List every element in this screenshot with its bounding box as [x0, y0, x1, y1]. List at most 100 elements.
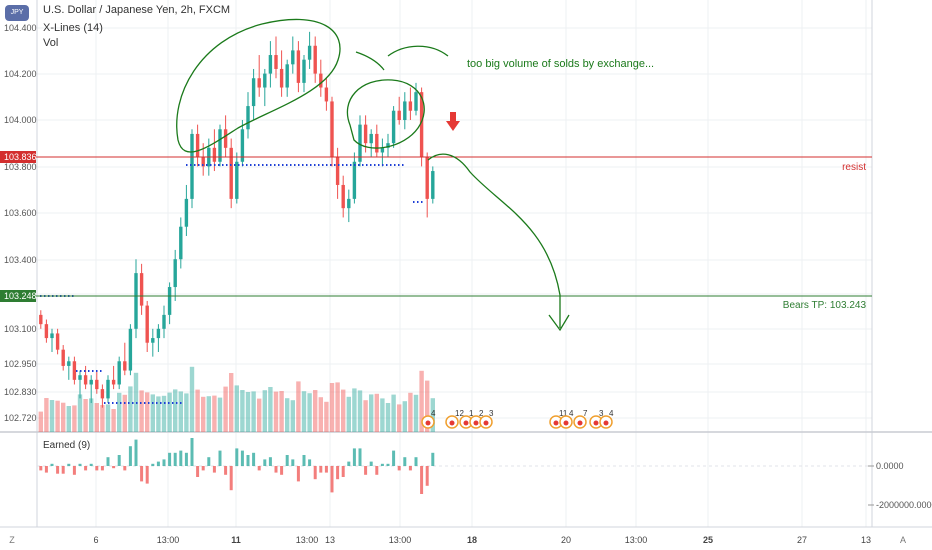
auto-scale-button[interactable]: Z — [9, 535, 15, 545]
indicator-volume[interactable]: Vol — [43, 37, 59, 49]
volume-bar — [268, 387, 273, 432]
volume-bar — [273, 391, 279, 432]
time-tick: 13 — [325, 535, 335, 545]
event-markers[interactable]: 4 12 1 2 3 11 4 7 3 4 — [421, 409, 614, 429]
event-marker-label: 3 — [489, 409, 494, 418]
volume-bar — [240, 390, 245, 432]
oscillator-bar — [252, 452, 256, 466]
time-axis[interactable]: 6 13:00 11 13:00 13 13:00 18 20 13:00 25… — [93, 535, 871, 545]
volume-bar — [195, 389, 200, 432]
oscillator-bar — [274, 466, 278, 473]
event-marker-dot — [463, 420, 469, 426]
event-marker-dot — [449, 420, 455, 426]
oscillator-bar — [44, 466, 48, 473]
volume-bar — [111, 409, 116, 432]
volume-bar — [324, 401, 329, 432]
oscillator-bar — [352, 448, 356, 466]
oscillator-bar — [246, 455, 250, 466]
volume-bar — [313, 390, 318, 432]
oscillator-bar — [229, 466, 233, 491]
candle-body — [78, 375, 82, 380]
time-tick: 13:00 — [157, 535, 180, 545]
indicator-xlines[interactable]: X-Lines (14) — [43, 22, 103, 34]
oscillator-bar — [291, 459, 295, 466]
oscillator-bar — [240, 450, 244, 466]
current-price-box — [0, 151, 36, 163]
volume-bar — [279, 391, 284, 432]
oscillator-bar — [196, 466, 200, 477]
volume-bar — [105, 404, 111, 432]
oscillator-bar — [296, 466, 300, 482]
volume-bar — [61, 402, 66, 432]
volume-bar — [100, 405, 105, 432]
volume-bar — [83, 399, 88, 432]
price-tick: 103.800 — [4, 162, 37, 172]
candle-body — [279, 68, 284, 88]
event-marker-label: 4 — [609, 409, 614, 418]
event-marker-dot — [425, 420, 431, 426]
volume-bar — [189, 366, 195, 432]
candle-body — [251, 78, 256, 107]
candle-body — [72, 361, 77, 380]
event-marker[interactable]: 4 — [421, 409, 436, 429]
time-tick: 20 — [561, 535, 571, 545]
event-marker[interactable]: 4 — [559, 409, 574, 429]
oscillator-bar — [420, 466, 424, 494]
oscillator-bar — [201, 466, 205, 471]
oscillator-bar — [173, 452, 177, 466]
auto-button[interactable]: A — [900, 535, 906, 545]
time-tick: 25 — [703, 535, 713, 545]
volume-bar — [128, 386, 133, 432]
event-marker[interactable]: 7 — [573, 409, 588, 429]
currency-badge[interactable]: JPY — [5, 5, 29, 21]
oscillator-bar — [61, 466, 65, 474]
candle-body — [274, 55, 278, 69]
oscillator-bar — [268, 457, 272, 466]
price-tick: 103.600 — [4, 208, 37, 218]
candle-body — [184, 198, 189, 227]
support-price-box — [0, 290, 36, 302]
price-axis[interactable]: 104.400 104.200 104.000 103.800 103.600 … — [4, 23, 37, 423]
candle-body — [162, 314, 166, 329]
candle-body — [156, 328, 161, 339]
candle-body — [291, 50, 295, 65]
candle-body — [167, 287, 172, 315]
event-marker[interactable]: 3 — [479, 409, 494, 429]
oscillator-bar — [50, 463, 54, 466]
oscillator-bar — [184, 452, 188, 466]
oscillator-bar — [72, 466, 76, 475]
candle-body — [380, 147, 385, 153]
time-tick: 27 — [797, 535, 807, 545]
volume-bar — [173, 389, 178, 432]
candle-body — [414, 92, 418, 111]
forecast-curve — [427, 153, 561, 328]
event-marker[interactable]: 4 — [599, 409, 614, 429]
volume-bar — [363, 400, 368, 432]
event-marker-label: 4 — [569, 409, 574, 418]
oscillator-title[interactable]: Earned (9) — [43, 440, 90, 451]
volume-bar — [150, 394, 155, 432]
event-marker-dot — [563, 420, 569, 426]
oscillator-bar — [123, 466, 127, 471]
candle-body — [173, 259, 177, 288]
oscillator-bar — [285, 455, 289, 466]
volume-bar — [66, 406, 71, 432]
symbol-title[interactable]: U.S. Dollar / Japanese Yen, 2h, FXCM — [43, 4, 231, 16]
oscillator-bar — [212, 466, 216, 473]
candle-body — [235, 161, 239, 199]
event-marker[interactable]: 12 — [445, 409, 464, 429]
oscillator-bar — [330, 466, 334, 493]
oscillator-bar — [179, 450, 183, 466]
volume-bar — [374, 393, 379, 432]
volume-bar — [145, 392, 150, 432]
event-marker[interactable]: 2 — [469, 409, 484, 429]
candle-body — [391, 110, 396, 144]
volume-bar — [212, 395, 217, 432]
volume-bar — [234, 385, 239, 432]
event-marker-dot — [553, 420, 559, 426]
oscillator-bar — [364, 466, 368, 475]
time-tick: 13:00 — [625, 535, 648, 545]
volume-bar — [307, 393, 312, 432]
